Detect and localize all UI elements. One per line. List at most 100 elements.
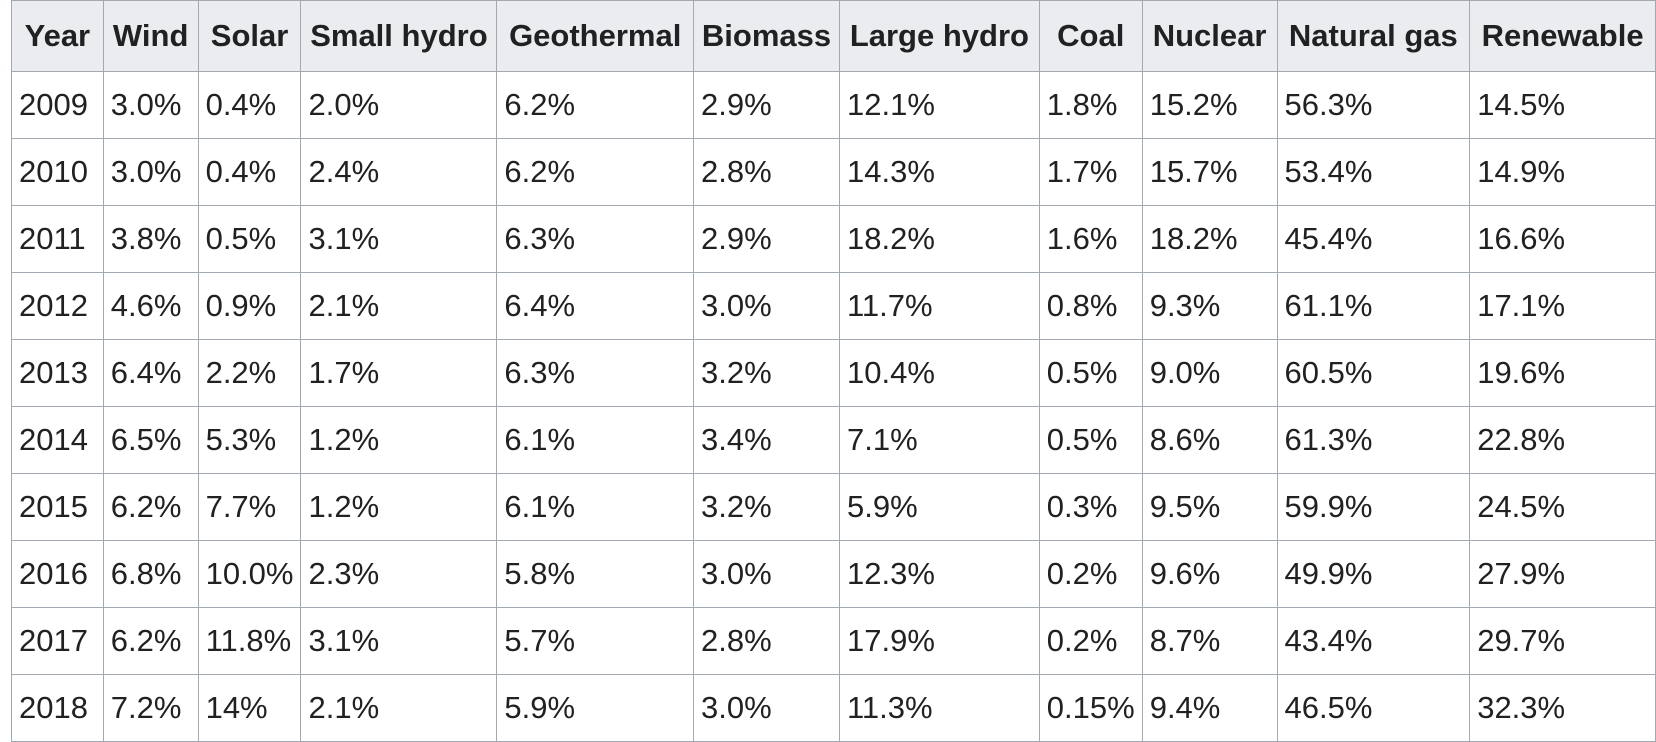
table-cell: 2.8% xyxy=(693,607,840,675)
table-cell: 10.0% xyxy=(197,540,302,608)
header-row: Year Wind Solar Small hydro Geothermal Biomas… xyxy=(11,0,1656,72)
table-cell: 0.15% xyxy=(1038,674,1143,742)
table-cell: 59.9% xyxy=(1276,473,1471,541)
table-cell: 1.2% xyxy=(300,473,498,541)
table-cell: 0.9% xyxy=(197,272,302,340)
table-cell: 2.2% xyxy=(197,339,302,407)
table-cell: 14.3% xyxy=(838,138,1040,206)
table-row: 2014 6.5% 5.3% 1.2% 6.1% 3.4% 7.1% 0.5% 8.6% 61.3… xyxy=(11,406,1656,474)
table-body: 2009 3.0% 0.4% 2.0% 6.2% 2.9% 12.1% 1.8% 15.2% 56… xyxy=(11,71,1656,742)
column-header: Large hydro xyxy=(838,0,1040,72)
table-cell: 14% xyxy=(197,674,302,742)
table-cell: 7.2% xyxy=(102,674,199,742)
table-row: 2015 6.2% 7.7% 1.2% 6.1% 3.2% 5.9% 0.3% 9.5% 59.9… xyxy=(11,473,1656,541)
table-cell: 3.2% xyxy=(693,339,840,407)
column-header: Coal xyxy=(1038,0,1143,72)
table-cell: 5.3% xyxy=(197,406,302,474)
table-cell: 27.9% xyxy=(1469,540,1656,608)
table-cell: 3.1% xyxy=(300,205,498,273)
table-cell: 5.9% xyxy=(496,674,695,742)
table-row: 2018 7.2% 14% 2.1% 5.9% 3.0% 11.3% 0.15% 9.4% 46.… xyxy=(11,674,1656,742)
table-cell: 1.7% xyxy=(300,339,498,407)
table-cell: 46.5% xyxy=(1276,674,1471,742)
table-cell: 2017 xyxy=(11,607,104,675)
table-cell: 3.1% xyxy=(300,607,498,675)
table-cell: 2014 xyxy=(11,406,104,474)
table-cell: 9.3% xyxy=(1141,272,1278,340)
data-table: Year Wind Solar Small hydro Geothermal Biomas… xyxy=(11,0,1656,742)
table-cell: 2.9% xyxy=(693,205,840,273)
table-cell: 14.9% xyxy=(1469,138,1656,206)
table-cell: 12.1% xyxy=(838,71,1040,139)
table-cell: 0.8% xyxy=(1038,272,1143,340)
table-cell: 4.6% xyxy=(102,272,199,340)
table-cell: 0.5% xyxy=(1038,339,1143,407)
table-cell: 43.4% xyxy=(1276,607,1471,675)
table-cell: 6.3% xyxy=(496,339,695,407)
table-row: 2013 6.4% 2.2% 1.7% 6.3% 3.2% 10.4% 0.5% 9.0% 60.… xyxy=(11,339,1656,407)
table-cell: 6.5% xyxy=(102,406,199,474)
table-cell: 0.4% xyxy=(197,71,302,139)
table-cell: 6.3% xyxy=(496,205,695,273)
table-cell: 6.2% xyxy=(102,473,199,541)
table-cell: 24.5% xyxy=(1469,473,1656,541)
table-cell: 6.4% xyxy=(102,339,199,407)
table-cell: 6.1% xyxy=(496,406,695,474)
column-header: Renewable xyxy=(1469,0,1656,72)
table-cell: 19.6% xyxy=(1469,339,1656,407)
table-cell: 6.8% xyxy=(102,540,199,608)
table-cell: 6.2% xyxy=(102,607,199,675)
table-cell: 2018 xyxy=(11,674,104,742)
table-cell: 7.7% xyxy=(197,473,302,541)
table-cell: 32.3% xyxy=(1469,674,1656,742)
table-cell: 2009 xyxy=(11,71,104,139)
table-cell: 3.0% xyxy=(102,138,199,206)
table-cell: 15.7% xyxy=(1141,138,1278,206)
table-row: 2009 3.0% 0.4% 2.0% 6.2% 2.9% 12.1% 1.8% 15.2% 56… xyxy=(11,71,1656,139)
table-cell: 0.5% xyxy=(1038,406,1143,474)
table-cell: 0.2% xyxy=(1038,607,1143,675)
table-cell: 18.2% xyxy=(1141,205,1278,273)
column-header: Year xyxy=(11,0,104,72)
table-cell: 6.4% xyxy=(496,272,695,340)
table-cell: 11.3% xyxy=(838,674,1040,742)
table-cell: 12.3% xyxy=(838,540,1040,608)
table-cell: 2.4% xyxy=(300,138,498,206)
table-cell: 17.1% xyxy=(1469,272,1656,340)
table-cell: 0.5% xyxy=(197,205,302,273)
table-cell: 10.4% xyxy=(838,339,1040,407)
table-cell: 61.1% xyxy=(1276,272,1471,340)
table-cell: 3.4% xyxy=(693,406,840,474)
table-cell: 2.1% xyxy=(300,674,498,742)
table-cell: 9.5% xyxy=(1141,473,1278,541)
table-cell: 3.0% xyxy=(102,71,199,139)
table-cell: 2.0% xyxy=(300,71,498,139)
table-cell: 2016 xyxy=(11,540,104,608)
table-cell: 9.6% xyxy=(1141,540,1278,608)
table-row: 2012 4.6% 0.9% 2.1% 6.4% 3.0% 11.7% 0.8% 9.3% 61.… xyxy=(11,272,1656,340)
table-cell: 0.4% xyxy=(197,138,302,206)
table-cell: 2.3% xyxy=(300,540,498,608)
table-cell: 49.9% xyxy=(1276,540,1471,608)
table-cell: 45.4% xyxy=(1276,205,1471,273)
column-header: Wind xyxy=(102,0,199,72)
table-cell: 60.5% xyxy=(1276,339,1471,407)
table-cell: 0.3% xyxy=(1038,473,1143,541)
table-cell: 11.8% xyxy=(197,607,302,675)
column-header: Natural gas xyxy=(1276,0,1471,72)
table-cell: 5.7% xyxy=(496,607,695,675)
table-cell: 2010 xyxy=(11,138,104,206)
table-cell: 5.9% xyxy=(838,473,1040,541)
table-cell: 3.2% xyxy=(693,473,840,541)
table-cell: 3.0% xyxy=(693,540,840,608)
table-cell: 18.2% xyxy=(838,205,1040,273)
column-header: Small hydro xyxy=(300,0,498,72)
table-cell: 7.1% xyxy=(838,406,1040,474)
table-cell: 2.1% xyxy=(300,272,498,340)
column-header: Solar xyxy=(197,0,302,72)
table-cell: 15.2% xyxy=(1141,71,1278,139)
table-cell: 11.7% xyxy=(838,272,1040,340)
table-row: 2017 6.2% 11.8% 3.1% 5.7% 2.8% 17.9% 0.2% 8.7% 43… xyxy=(11,607,1656,675)
table-cell: 3.0% xyxy=(693,674,840,742)
